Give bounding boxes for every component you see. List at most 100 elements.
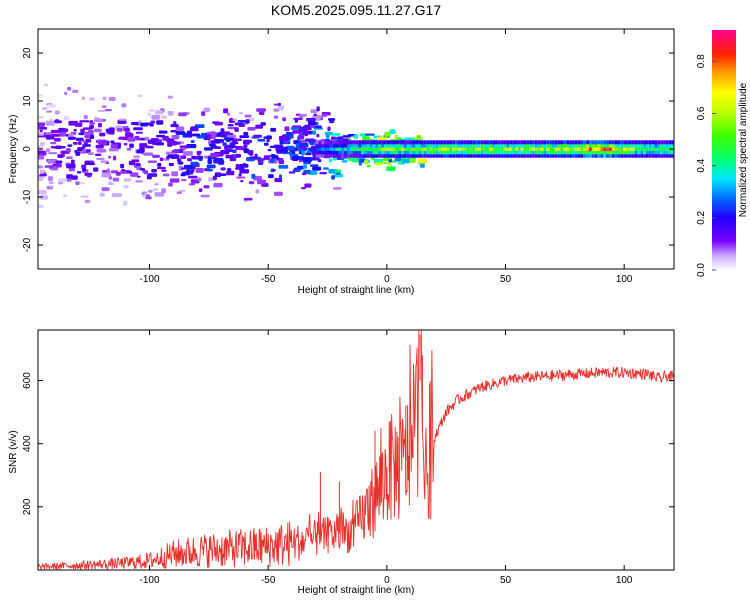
spectrogram-cell xyxy=(375,147,379,151)
spectrogram-cell xyxy=(151,169,157,173)
spectrogram-cell xyxy=(327,126,331,132)
spectrogram-cell xyxy=(611,140,615,145)
spectrogram-cell xyxy=(335,147,339,151)
spectrogram-cell xyxy=(492,147,496,151)
spectrogram-cell xyxy=(452,147,456,151)
spectrogram-cell xyxy=(299,114,308,117)
spectrogram-cell xyxy=(580,147,584,151)
spectrogram-cell xyxy=(361,140,365,145)
spectrogram-cell xyxy=(61,153,65,158)
spectrogram-cell xyxy=(583,153,587,158)
spectrogram-cell xyxy=(423,147,427,151)
spectrogram-cell xyxy=(378,140,382,145)
snr-frame xyxy=(37,329,675,571)
spectrogram-cell xyxy=(384,131,391,137)
spectrogram-cell xyxy=(620,140,624,145)
spectrogram-cell xyxy=(512,140,515,145)
spectrogram-cell xyxy=(276,150,284,154)
colorbar-gradient xyxy=(712,30,736,270)
spectrogram-cell xyxy=(332,153,336,158)
spectrogram-cell xyxy=(222,142,227,147)
spectrogram-cell xyxy=(89,134,95,139)
spectrogram-cell xyxy=(366,147,370,151)
spectrogram-cell xyxy=(375,140,379,145)
spectrogram-cell xyxy=(429,147,433,151)
spectrogram-cell xyxy=(637,143,641,148)
spectrogram-cell xyxy=(580,140,584,145)
spectrogram-cell xyxy=(665,153,669,158)
spectrogram-cell xyxy=(338,153,342,158)
spectrogram-cell xyxy=(329,143,333,148)
spectrogram-cell xyxy=(506,140,510,145)
spectrogram-cell xyxy=(586,140,589,145)
colorbar: 0.0 0.2 0.4 0.6 0.8 Normalized spectral ampl… xyxy=(696,30,749,277)
spectrogram-cell xyxy=(492,143,496,148)
spectrogram-cell xyxy=(206,168,213,172)
spectrogram-cell xyxy=(310,109,318,114)
spectrogram-cell xyxy=(611,147,615,151)
spectrogram-cell xyxy=(352,150,356,155)
spectrogram-cell xyxy=(381,143,384,148)
spectrogram-cell xyxy=(291,156,299,161)
spectrogram-cell xyxy=(278,174,283,179)
spectrogram-cell xyxy=(93,167,99,172)
spectrogram-cell xyxy=(552,140,555,145)
spectrogram-cell xyxy=(65,134,69,137)
spectrogram-cell xyxy=(69,175,78,180)
spectrogram-cell xyxy=(220,131,231,136)
spectrogram-cell xyxy=(415,153,419,158)
spectrogram-cell xyxy=(617,140,621,145)
spectrogram-cell xyxy=(455,143,458,148)
spectrogram-cell xyxy=(600,147,604,151)
spectrogram-cell xyxy=(190,169,195,173)
spectrogram-cell xyxy=(503,140,507,145)
spectrogram-cell xyxy=(648,147,652,151)
spectrogram-cell xyxy=(384,150,387,155)
spectrogram-cell xyxy=(167,95,173,99)
spectrogram-cell xyxy=(423,153,427,158)
spectrogram-cell xyxy=(472,153,476,158)
spectrogram-cell xyxy=(552,153,555,158)
spectrogram-cell xyxy=(663,147,666,151)
spectrogram-cell xyxy=(108,156,112,159)
spectrogram-cell xyxy=(469,147,473,151)
spectrogram-cell xyxy=(617,143,621,148)
spectrogram-cell xyxy=(372,147,376,151)
spectrogram-cell xyxy=(415,150,419,155)
spectrogram-cell xyxy=(255,189,260,194)
spectrogram-cell xyxy=(82,168,87,172)
spectrogram-cell xyxy=(366,143,370,148)
spectrogram-cell xyxy=(389,150,393,155)
spectrogram-cell xyxy=(515,147,518,151)
spectrogram-cell xyxy=(523,140,527,145)
spectrogram-cell xyxy=(234,127,239,132)
spectrogram-cell xyxy=(517,147,521,151)
spectrogram-cell xyxy=(409,153,413,158)
spectrogram-cell xyxy=(634,140,638,145)
spectrogram-cell xyxy=(207,159,213,164)
spectrogram-cell xyxy=(82,149,87,154)
spectrogram-cell xyxy=(560,150,564,155)
y-tick-label: 400 xyxy=(22,435,33,452)
spectrogram-cell xyxy=(495,147,498,151)
spectrogram-cell xyxy=(631,147,635,151)
spectrogram-cell xyxy=(389,140,393,145)
spectrogram-cell xyxy=(497,140,501,145)
spectrogram-cell xyxy=(515,143,518,148)
spectrogram-cell xyxy=(634,143,638,148)
spectrogram-cell xyxy=(537,143,541,148)
spectrogram-cell xyxy=(583,150,587,155)
spectrogram-cell xyxy=(406,153,410,158)
spectrogram-cell xyxy=(234,122,243,126)
spectrogram-cell xyxy=(38,94,43,97)
spectrogram-cell xyxy=(509,143,513,148)
spectrogram-cell xyxy=(335,172,341,175)
spectrogram-cell xyxy=(543,147,547,151)
spectrogram-cell xyxy=(200,194,210,198)
spectrogram-cell xyxy=(119,171,128,174)
spectrogram-cell xyxy=(614,153,618,158)
spectrogram-cell xyxy=(594,147,598,151)
spectrogram-cell xyxy=(657,143,661,148)
spectrogram-cell xyxy=(574,153,578,158)
spectrogram-cell xyxy=(278,157,284,162)
